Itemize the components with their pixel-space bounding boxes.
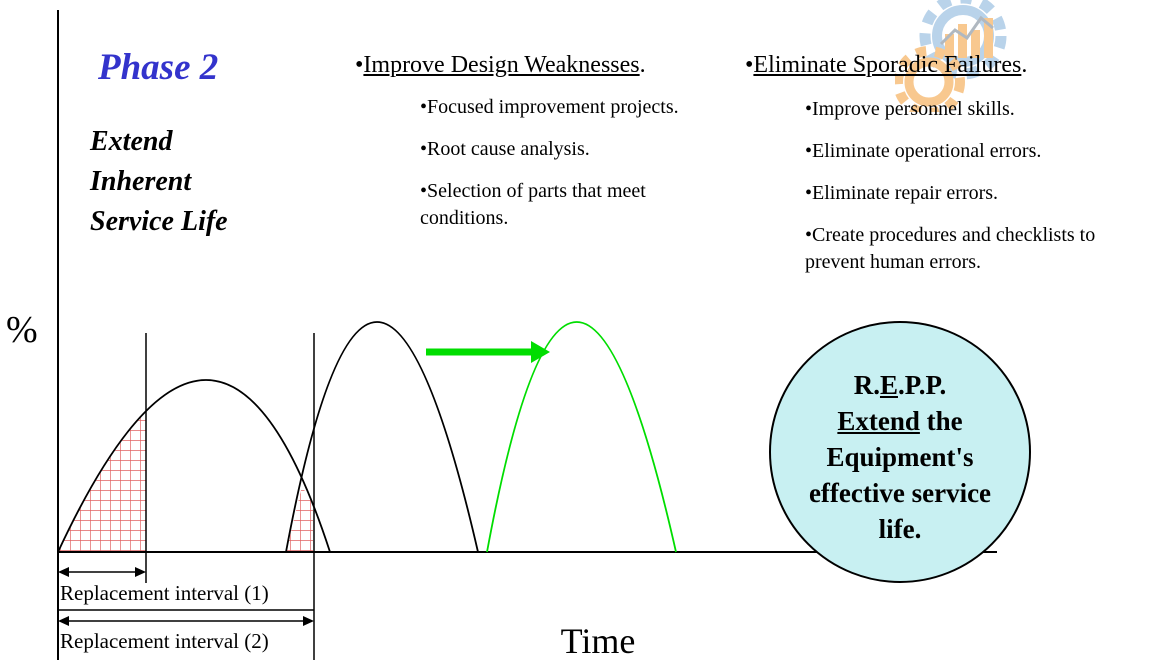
logo-bar	[971, 30, 980, 58]
repp-line-2: Extend the	[837, 406, 963, 436]
heading-eliminate-sporadic-failures: •Eliminate Sporadic Failures.	[745, 52, 1027, 79]
shift-arrow-head-icon	[531, 341, 550, 363]
heading-improve-design-weaknesses: •Improve Design Weaknesses.	[355, 52, 646, 79]
gear-teeth-blue	[919, 0, 1007, 80]
page-title: Phase 2	[98, 47, 219, 88]
interval2-arrow-right-icon	[303, 616, 314, 626]
list-item: Focused improvement projects.	[420, 94, 698, 121]
improve-design-list: Focused improvement projects. Root cause…	[420, 94, 698, 247]
heading-suffix: .	[1021, 52, 1028, 78]
hatched-failure-region-1	[58, 411, 146, 552]
interval1-arrow-left-icon	[58, 567, 69, 577]
heading-label: Improve Design Weaknesses	[363, 52, 640, 78]
eliminate-failures-list: Improve personnel skills. Eliminate oper…	[805, 96, 1150, 291]
interval2-arrow-left-icon	[58, 616, 69, 626]
heading-suffix: .	[639, 52, 646, 78]
logo-bar	[958, 24, 967, 58]
list-item: Selection of parts that meet conditions.	[420, 178, 698, 232]
repp-line-4: effective service	[808, 478, 992, 508]
x-axis-label: Time	[560, 621, 636, 661]
logo-gears-icon	[895, 0, 1007, 112]
list-item: Root cause analysis.	[420, 136, 698, 163]
list-item: Create procedures and checklists to prev…	[805, 222, 1150, 276]
interval1-arrow-right-icon	[135, 567, 146, 577]
list-item: Eliminate repair errors.	[805, 180, 1150, 207]
heading-bullet: •	[355, 52, 364, 78]
heading-bullet: •	[745, 52, 754, 78]
extended-life-curve	[486, 321, 677, 553]
logo-bar	[984, 18, 993, 58]
repp-line-3: Equipment's	[826, 442, 974, 472]
hatched-failure-region-2	[286, 486, 313, 552]
subtitle: Extend Inherent Service Life	[90, 126, 228, 237]
logo-bar	[945, 34, 954, 58]
replacement-interval-2-label: Replacement interval (2)	[60, 629, 269, 653]
repp-line-1: R.E.P.P.	[853, 370, 947, 400]
repp-callout-circle: R.E.P.P. Extend the Equipment's effectiv…	[769, 321, 1031, 583]
repp-line-5: life.	[878, 514, 922, 544]
heading-label: Eliminate Sporadic Failures	[753, 52, 1022, 78]
y-axis-label: %	[6, 309, 38, 351]
failure-curve-1	[57, 379, 331, 553]
replacement-interval-1-label: Replacement interval (1)	[60, 581, 269, 605]
list-item: Eliminate operational errors.	[805, 138, 1150, 165]
gear-teeth-orange	[895, 46, 965, 112]
lean-manufacturing-logo: Lean Manufacturing .online	[895, 0, 1150, 112]
failure-curve-2	[285, 321, 479, 553]
logo-trend-line	[939, 15, 994, 46]
list-item: Improve personnel skills.	[805, 96, 1150, 123]
